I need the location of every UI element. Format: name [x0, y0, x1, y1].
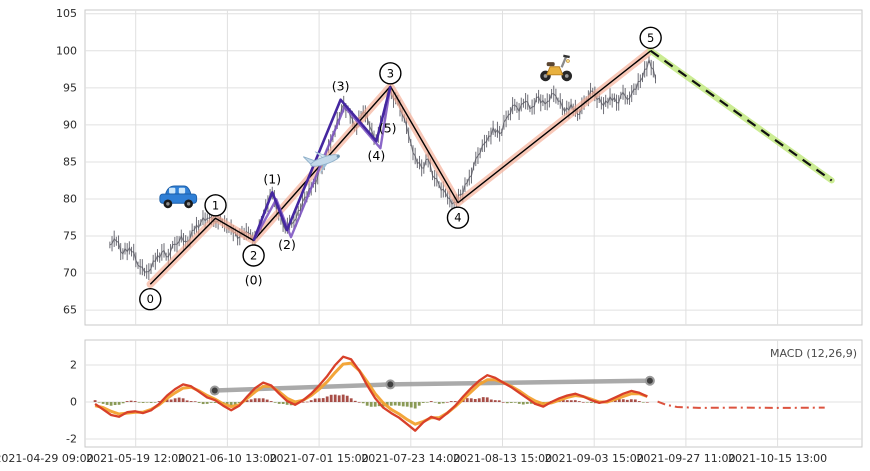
x-tick-label: 2021-06-10 13:00: [178, 452, 277, 465]
x-tick-label: 2021-10-15 13:00: [728, 452, 827, 465]
svg-text:65: 65: [63, 304, 77, 317]
x-tick-label: 2021-07-23 14:00: [361, 452, 460, 465]
svg-text:3: 3: [387, 66, 394, 80]
svg-text:70: 70: [63, 267, 77, 280]
svg-text:-2: -2: [66, 433, 77, 446]
wave-label-5: 5: [639, 26, 662, 49]
x-tick-label: 2021-05-19 12:00: [86, 452, 185, 465]
svg-text:100: 100: [56, 44, 77, 57]
x-tick-label: 2021-07-01 15:00: [270, 452, 369, 465]
x-tick-label: 2021-09-03 15:00: [545, 452, 644, 465]
wave-label-0: 0: [139, 288, 162, 311]
trendline-dot: [209, 385, 220, 396]
svg-text:2: 2: [70, 358, 77, 371]
svg-text:85: 85: [63, 155, 77, 168]
macd-signal-line: [94, 361, 648, 426]
subwave-label-2: (2): [278, 237, 296, 252]
wave-label-3: 3: [379, 62, 402, 85]
svg-text:0: 0: [147, 292, 154, 306]
x-tick-label: 2021-04-29 09:00: [0, 452, 94, 465]
subwave-label-3: (3): [332, 79, 350, 94]
macd-legend: MACD (12,26,9): [770, 347, 857, 360]
svg-text:5: 5: [647, 31, 654, 45]
svg-text:90: 90: [63, 118, 77, 131]
macd-projection-line: [657, 400, 825, 409]
subwave-label-1: (1): [263, 171, 281, 186]
subwave-label-0: (0): [245, 273, 263, 288]
svg-text:2: 2: [250, 249, 257, 263]
wave-label-2: 2: [242, 244, 265, 267]
macd-line: [94, 355, 648, 432]
car-icon: [159, 185, 198, 209]
wave-label-1: 1: [204, 194, 227, 217]
svg-text:105: 105: [56, 7, 77, 20]
x-tick-label: 2021-09-27 11:00: [636, 452, 735, 465]
subwave-label-4: (4): [368, 148, 386, 163]
svg-text:80: 80: [63, 193, 77, 206]
trendline-dot: [385, 379, 396, 390]
scooter-icon: [540, 54, 573, 82]
elliott-projection-dashed: [650, 49, 833, 182]
elliott-subwave-secondary: [252, 86, 392, 242]
wave-label-4: 4: [446, 206, 470, 229]
svg-text:0: 0: [70, 396, 77, 409]
trendline-dot: [644, 375, 655, 386]
svg-text:75: 75: [63, 230, 77, 243]
subwave-label-5: (5): [379, 121, 397, 136]
svg-text:4: 4: [454, 211, 461, 225]
x-tick-label: 2021-08-13 15:00: [453, 452, 552, 465]
plane-icon: [302, 151, 340, 175]
svg-text:1: 1: [212, 198, 219, 212]
svg-text:95: 95: [63, 81, 77, 94]
